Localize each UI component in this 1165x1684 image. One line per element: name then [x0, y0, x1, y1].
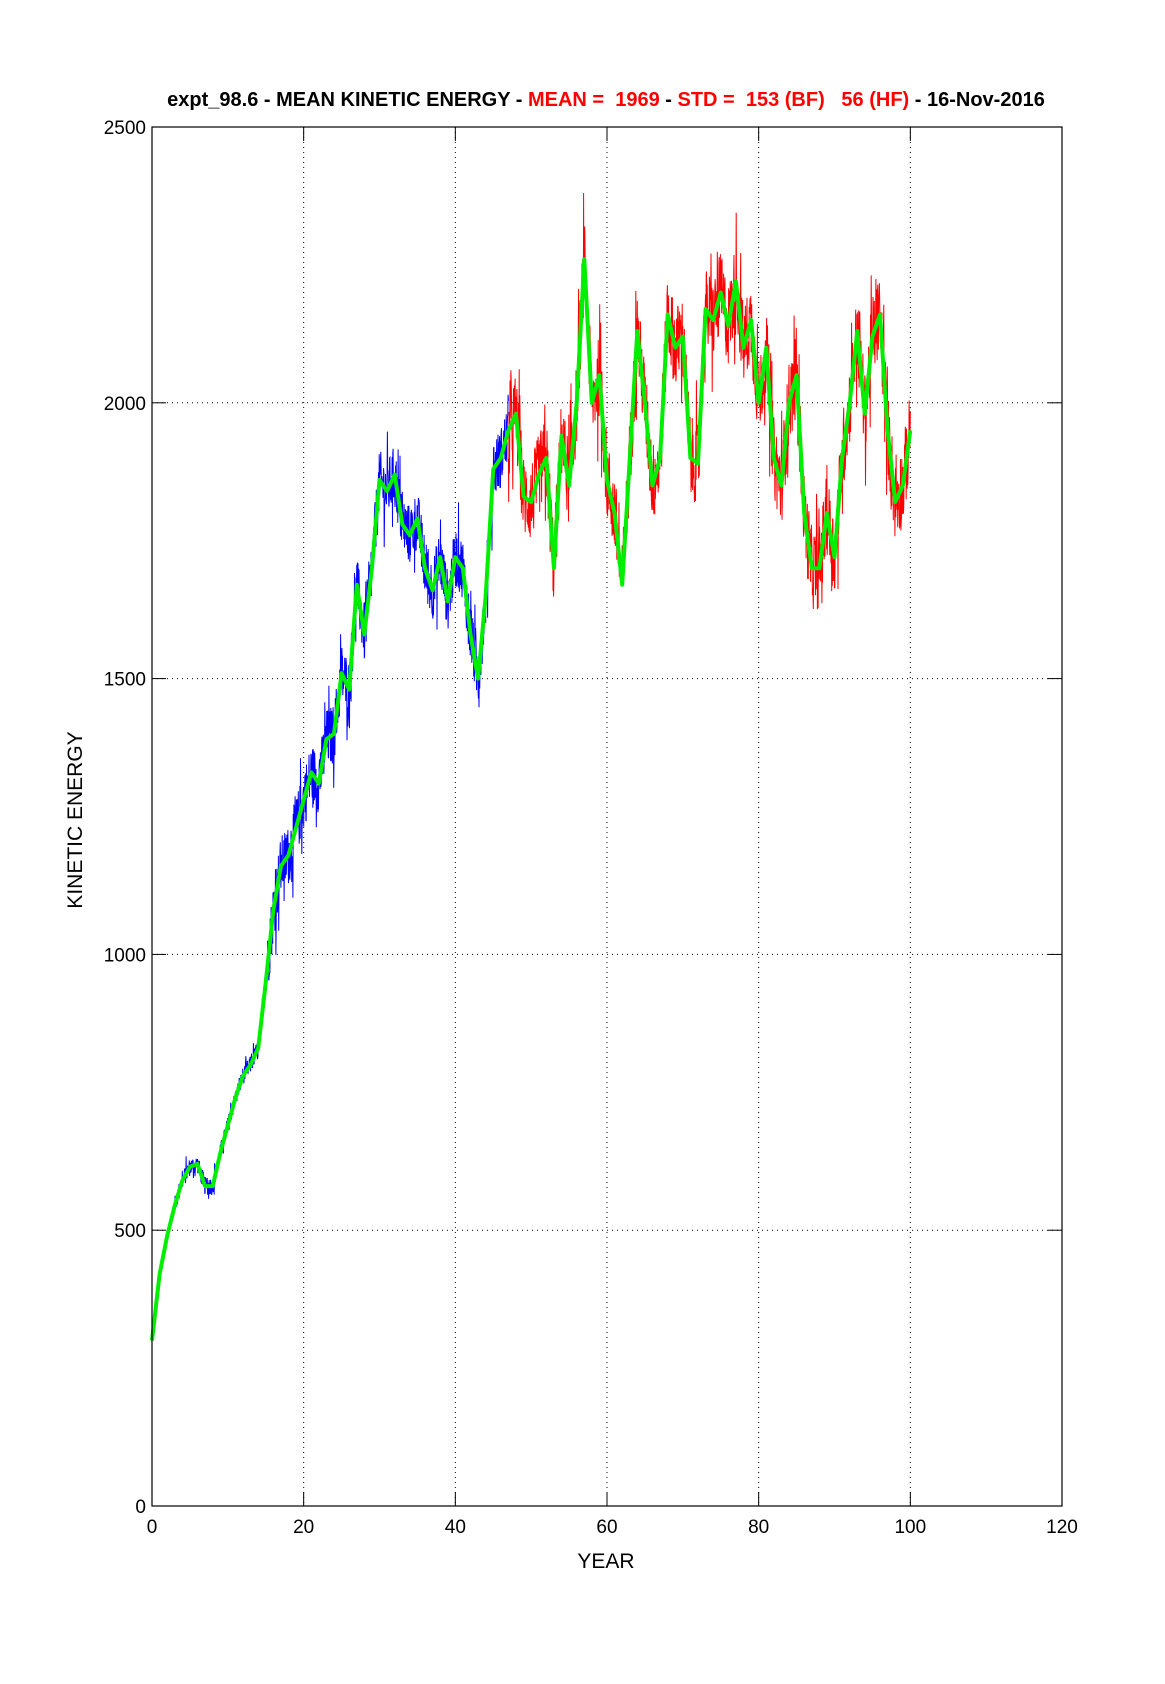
x-tick-label: 100	[894, 1517, 926, 1538]
x-tick-label: 20	[293, 1517, 314, 1538]
y-tick-label: 1500	[104, 670, 146, 691]
x-tick-label: 60	[596, 1517, 617, 1538]
y-tick-label: 500	[114, 1221, 146, 1242]
x-tick-label: 80	[748, 1517, 769, 1538]
x-tick-label: 40	[445, 1517, 466, 1538]
title-part: expt_98.6 - MEAN KINETIC ENERGY -	[167, 89, 528, 111]
x-tick-label: 0	[147, 1517, 158, 1538]
y-tick-label: 1000	[104, 945, 146, 966]
y-axis-label: KINETIC ENERGY	[64, 731, 87, 908]
plot-frame	[151, 126, 1063, 1507]
raw-series-line-1	[151, 394, 509, 1339]
title-part: - 16-Nov-2016	[909, 89, 1045, 111]
x-tick-label: 120	[1046, 1517, 1078, 1538]
title-part: -	[660, 89, 678, 111]
y-tick-label: 2500	[104, 118, 146, 139]
title-part: MEAN = 1969	[528, 89, 660, 111]
smoothed-series-line	[150, 257, 913, 1341]
x-axis-label: YEAR	[577, 1550, 634, 1573]
title-part: STD = 153 (BF) 56 (HF)	[678, 89, 910, 111]
y-tick-label: 0	[135, 1497, 146, 1518]
chart-title: expt_98.6 - MEAN KINETIC ENERGY - MEAN =…	[167, 89, 1045, 111]
y-tick-label: 2000	[104, 394, 146, 415]
